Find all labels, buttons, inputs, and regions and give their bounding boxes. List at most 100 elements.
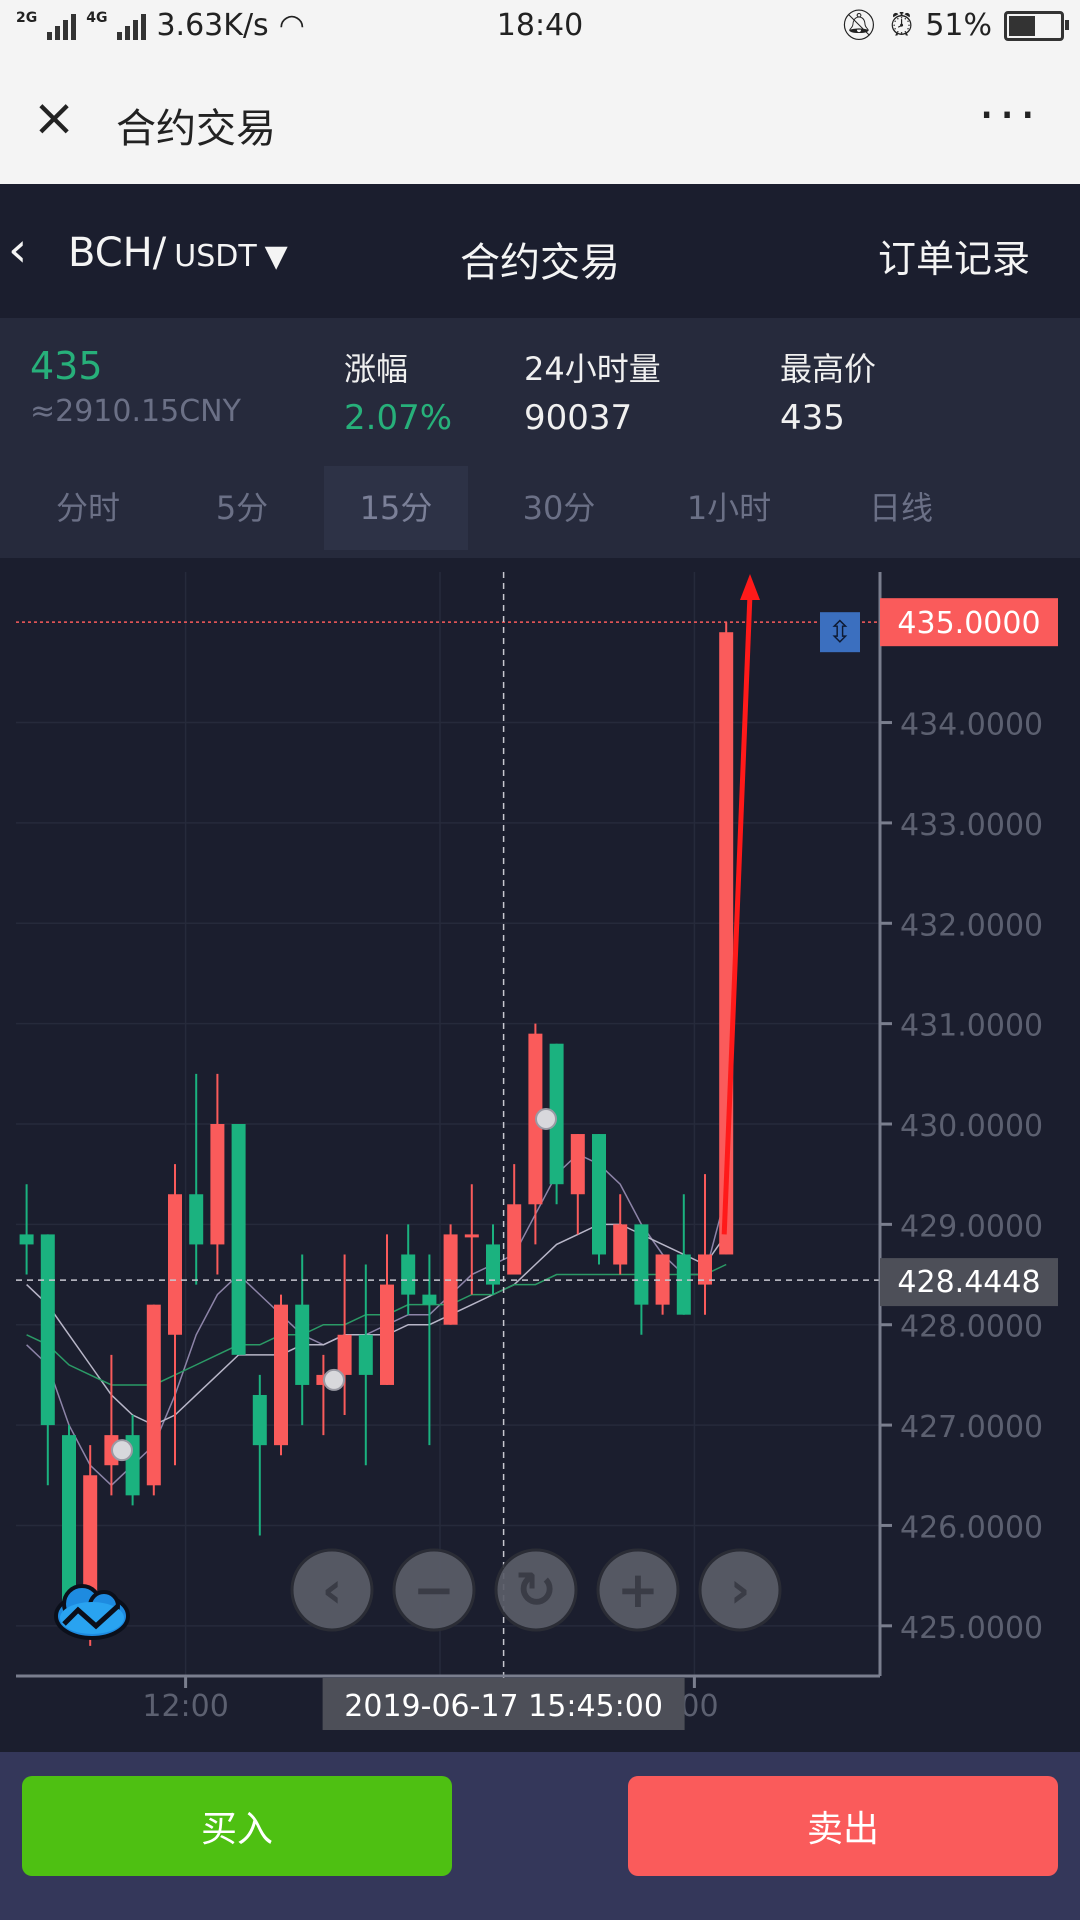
candle-body	[62, 1435, 76, 1606]
zoom-controls: ‹ − ↻ + ›	[290, 1548, 782, 1632]
kline-chart[interactable]: 434.0000 433.0000 432.0000 431.0000 430.0000…	[0, 558, 1080, 1752]
candle-body	[358, 1334, 373, 1375]
y-tick-label: 430.0000	[900, 1109, 1043, 1144]
app-bar-title: 合约交易	[116, 106, 276, 152]
crosshair-price-tag-bg	[880, 1258, 1058, 1307]
collapse-icon: ⇳	[827, 615, 852, 650]
trade-marker	[535, 1107, 557, 1130]
tab-5min[interactable]: 5分	[215, 489, 269, 527]
grid	[16, 572, 880, 1676]
market-stats: 435 ≈2910.15CNY 涨幅 2.07% 24小时量 90037 最高价…	[0, 318, 1080, 438]
moving-average-line	[26, 1153, 727, 1487]
price-stat: 435 ≈2910.15CNY	[30, 344, 241, 429]
kline-svg[interactable]: 434.0000 433.0000 432.0000 431.0000 430.0000…	[0, 558, 1080, 1752]
candle-body	[698, 1254, 712, 1285]
jump-to-latest-button[interactable]: ⇳	[820, 612, 860, 653]
battery-percent: 51%	[925, 8, 992, 43]
alarm-icon: ⏰︎	[889, 8, 914, 43]
scroll-right-button[interactable]: ›	[698, 1548, 782, 1632]
crosshair-price-label: 428.4448	[897, 1265, 1040, 1300]
pair-base: BCH/	[68, 230, 167, 276]
scroll-left-button[interactable]: ‹	[290, 1548, 374, 1632]
zoom-out-button-bg	[392, 1548, 476, 1632]
candle-body	[613, 1224, 628, 1265]
y-axis-labels: 434.0000 433.0000 432.0000 431.0000 430.0000…	[880, 708, 1043, 1646]
candle-body	[337, 1334, 352, 1375]
scroll-right-button-bg	[698, 1548, 782, 1632]
refresh-icon: ↻	[515, 1561, 557, 1619]
crosshair-time-label: 2019-06-17 15:45:00	[344, 1689, 663, 1724]
candle-body	[634, 1224, 649, 1305]
zoom-in-button[interactable]: +	[596, 1548, 680, 1632]
tab-time-share[interactable]: 分时	[55, 489, 120, 527]
buy-button[interactable]: 买入	[22, 1776, 452, 1876]
chevron-right-icon: ›	[730, 1561, 751, 1619]
signal-bars-icon	[47, 12, 77, 40]
chart-overlay	[16, 572, 880, 1678]
back-icon[interactable]: ‹	[8, 222, 28, 278]
last-price-label: 435.0000	[897, 606, 1040, 641]
candle-body	[401, 1254, 416, 1295]
candle-body	[486, 1244, 500, 1285]
volume-label: 24小时量	[524, 350, 661, 388]
candle-body	[274, 1304, 288, 1446]
battery-icon	[1004, 10, 1069, 41]
y-tick-label: 428.0000	[900, 1310, 1043, 1345]
network-speed: 3.63K/s	[156, 8, 269, 43]
clock: 18:40	[496, 8, 584, 43]
current-price: 435	[30, 344, 103, 388]
candle-body	[464, 1234, 479, 1238]
candles	[19, 622, 734, 1646]
order-history-link[interactable]: 订单记录	[877, 237, 1030, 281]
pair-quote: USDT	[174, 239, 257, 274]
minus-icon: −	[413, 1561, 455, 1619]
caret-down-icon: ▼	[264, 239, 288, 274]
candle-body	[19, 1234, 34, 1245]
candle-body	[40, 1234, 55, 1426]
candle-body	[507, 1204, 522, 1275]
candle-body	[168, 1194, 182, 1335]
candle-body	[676, 1254, 691, 1315]
candle-body	[252, 1394, 267, 1446]
volume-value: 90037	[524, 398, 633, 438]
more-icon[interactable]: ···	[978, 86, 1040, 146]
moving-average-line	[26, 1223, 727, 1426]
high-label: 最高价	[780, 350, 877, 388]
zoom-in-button-bg	[596, 1548, 680, 1632]
tab-15min[interactable]: 15分	[324, 466, 468, 550]
tab-daily[interactable]: 日线	[868, 489, 933, 527]
reset-button[interactable]: ↻	[494, 1548, 578, 1632]
y-tick-label: 429.0000	[900, 1209, 1043, 1244]
candle-body	[231, 1124, 246, 1355]
candle-body	[210, 1124, 225, 1245]
jump-button-bg	[820, 612, 860, 653]
wifi-icon: ◠	[278, 8, 305, 43]
y-tick-label: 427.0000	[900, 1410, 1043, 1445]
signal-bars-icon-2	[117, 12, 147, 40]
candle-body	[422, 1294, 437, 1305]
sell-button[interactable]: 卖出	[628, 1776, 1058, 1876]
cloud-chart-icon	[54, 1584, 130, 1640]
annotation-arrow-head	[740, 574, 760, 600]
crosshair-price-tag: 428.4448	[880, 1258, 1058, 1307]
pair-selector[interactable]: BCH/ USDT ▼	[68, 230, 288, 276]
change-label: 涨幅	[344, 350, 409, 388]
candle-body	[295, 1304, 310, 1385]
tab-1hour[interactable]: 1小时	[686, 489, 772, 527]
close-icon[interactable]: ×	[32, 88, 76, 148]
zoom-out-button[interactable]: −	[392, 1548, 476, 1632]
candle-body	[570, 1134, 585, 1195]
candle-body	[549, 1043, 564, 1185]
candle-body	[592, 1134, 606, 1255]
crosshair-time-tag: 2019-06-17 15:45:00	[322, 1678, 685, 1730]
candle-body	[380, 1284, 394, 1385]
candle-body	[146, 1304, 161, 1486]
y-tick-label: 434.0000	[900, 708, 1043, 743]
change-value: 2.07%	[344, 398, 453, 438]
app-bar: × 合约交易 ···	[0, 56, 1080, 184]
y-tick-label: 431.0000	[900, 1009, 1043, 1044]
trade-marker	[111, 1439, 133, 1462]
last-price-tag: 435.0000	[880, 598, 1058, 647]
candle-body	[655, 1254, 670, 1305]
tab-30min[interactable]: 30分	[522, 489, 596, 527]
